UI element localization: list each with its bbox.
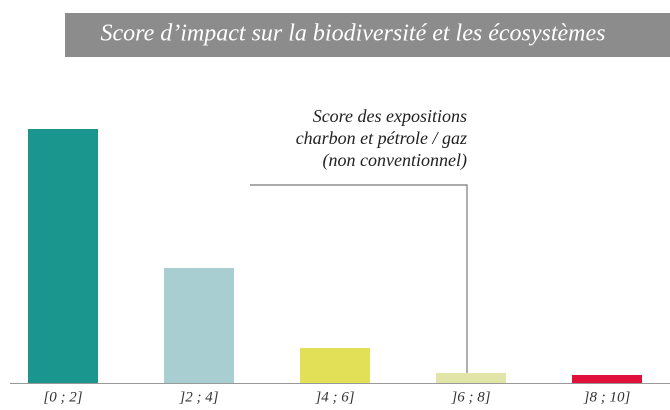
bar	[572, 375, 642, 383]
annotation: (non conventionnel)	[323, 150, 467, 171]
x-tick-label: ]6 ; 8]	[450, 389, 490, 405]
bar	[28, 129, 98, 383]
annotation: Score des expositions	[313, 106, 467, 126]
bar	[164, 268, 234, 383]
chart-title: Score d’impact sur la biodiversité et le…	[101, 21, 606, 47]
annotation: charbon et pétrole / gaz	[296, 128, 467, 148]
bar	[300, 348, 370, 383]
x-tick-label: [0 ; 2]	[43, 389, 82, 405]
x-tick-label: ]2 ; 4]	[178, 389, 218, 405]
title-bar	[65, 13, 670, 57]
annotation-leader	[250, 184, 468, 373]
x-tick-label: ]8 ; 10]	[583, 389, 631, 405]
x-tick-label: ]4 ; 6]	[314, 389, 354, 405]
bar	[436, 373, 506, 383]
